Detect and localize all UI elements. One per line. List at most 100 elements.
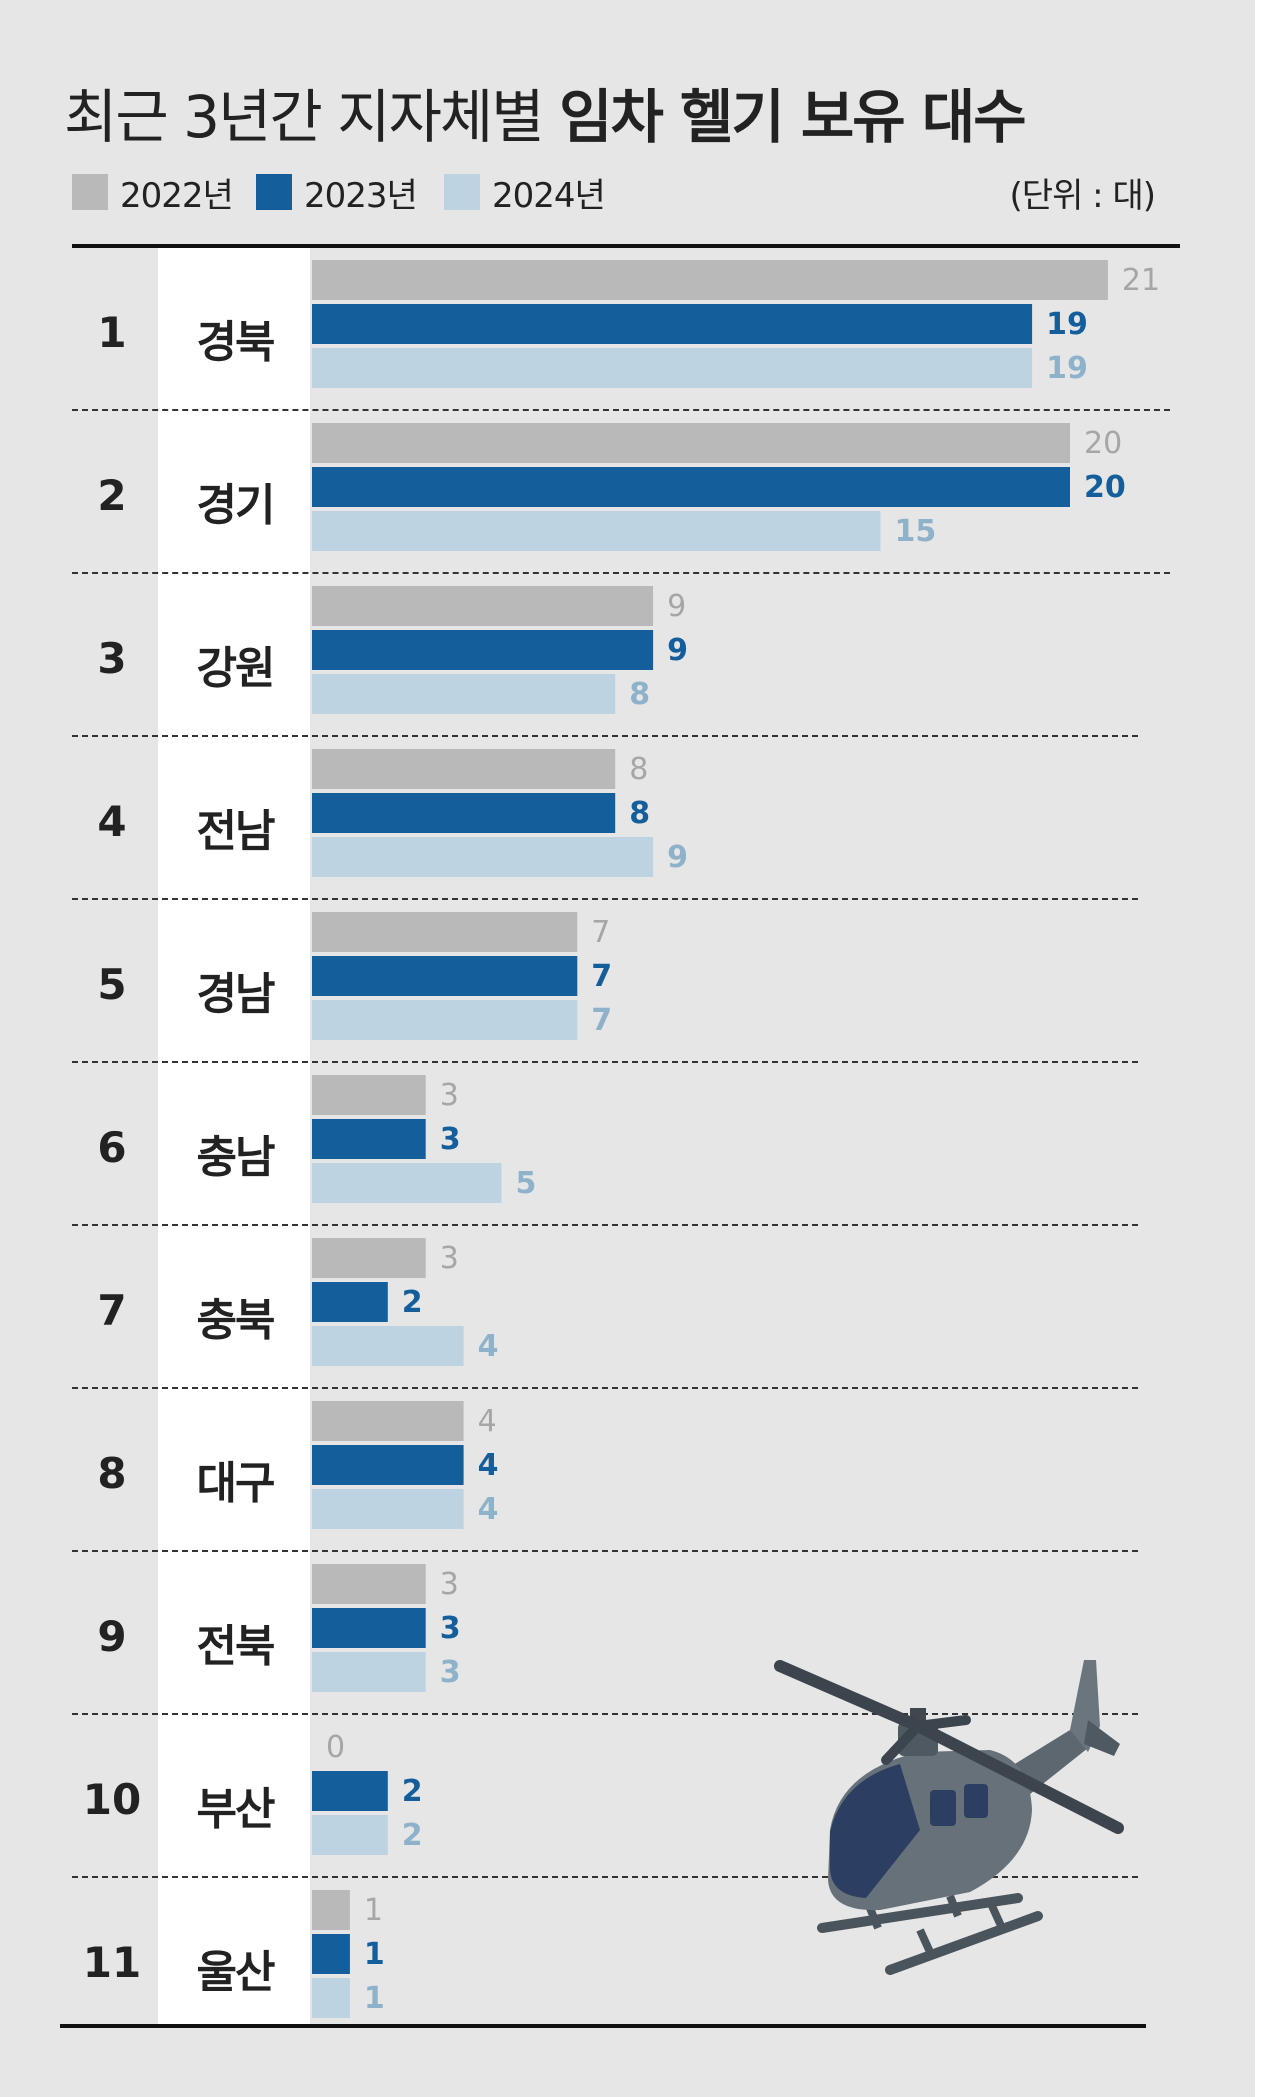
data-label-2024: 7 (591, 1003, 612, 1038)
data-label-2023: 7 (591, 959, 612, 994)
data-label-2022: 3 (440, 1567, 459, 1602)
row-divider (72, 1061, 1138, 1063)
data-label-2023: 19 (1046, 307, 1088, 342)
bar-2023 (312, 630, 654, 670)
data-label-2024: 4 (478, 1329, 499, 1364)
rank-label: 4 (97, 797, 127, 846)
bar-2024 (312, 1326, 464, 1366)
data-label-2022: 21 (1122, 263, 1160, 298)
bar-2022 (312, 1238, 426, 1278)
row-divider (72, 1224, 1138, 1226)
data-label-2023: 2 (402, 1285, 423, 1320)
data-label-2022: 9 (667, 589, 686, 624)
data-label-2022: 0 (326, 1730, 345, 1765)
data-label-2024: 15 (895, 514, 937, 549)
chart-title: 최근 3년간 지자체별 임차 헬기 보유 대수 (64, 70, 1027, 154)
legend-label-2024: 2024년 (492, 175, 606, 216)
data-label-2023: 9 (667, 633, 688, 668)
data-label-2024: 3 (440, 1655, 461, 1690)
bar-2024 (312, 1000, 578, 1040)
row-divider (72, 409, 1170, 411)
bar-2023 (312, 793, 616, 833)
rank-label: 1 (97, 308, 127, 357)
bar-2022 (312, 1401, 464, 1441)
bar-2022 (312, 1890, 350, 1930)
bar-2022 (312, 260, 1108, 300)
row-divider (72, 1550, 1138, 1552)
legend-swatch-2023 (256, 174, 292, 210)
rank-label: 11 (82, 1938, 142, 1987)
data-label-2023: 2 (402, 1774, 423, 1809)
bar-2023 (312, 467, 1070, 507)
rank-label: 6 (97, 1123, 127, 1172)
bar-2023 (312, 956, 578, 996)
region-label: 전북 (196, 1621, 276, 1672)
data-label-2023: 20 (1084, 470, 1126, 505)
legend-item-2022: 2022년 (72, 172, 234, 216)
data-label-2023: 4 (478, 1448, 499, 1483)
region-label: 충북 (196, 1295, 276, 1346)
region-label: 경남 (196, 969, 276, 1020)
row-divider (72, 572, 1170, 574)
data-label-2024: 1 (364, 1981, 385, 2016)
rank-label: 10 (82, 1775, 142, 1824)
helicopter-icon (774, 1660, 1124, 1975)
data-label-2022: 20 (1084, 426, 1122, 461)
bar-2024 (312, 348, 1033, 388)
rank-label: 8 (97, 1449, 127, 1498)
row-divider (72, 735, 1138, 737)
legend-swatch-2022 (72, 174, 108, 210)
rank-label: 2 (97, 471, 127, 520)
bar-2022 (312, 1564, 426, 1604)
data-label-2024: 9 (667, 840, 688, 875)
bar-2023 (312, 1608, 426, 1648)
bar-2024 (312, 1489, 464, 1529)
data-label-2022: 4 (478, 1404, 497, 1439)
bar-2022 (312, 586, 654, 626)
data-label-2022: 7 (591, 915, 610, 950)
region-label: 대구 (196, 1458, 276, 1509)
legend-label-2022: 2022년 (120, 175, 234, 216)
rank-label: 7 (97, 1286, 127, 1335)
bottom-rule (60, 2024, 1146, 2028)
row-divider (72, 1387, 1138, 1389)
legend-item-2023: 2023년 (256, 172, 418, 216)
region-label-column (158, 248, 310, 2028)
data-label-2023: 8 (629, 796, 650, 831)
rank-label: 5 (97, 960, 127, 1009)
bar-2023 (312, 1282, 388, 1322)
title-bold: 임차 헬기 보유 대수 (559, 83, 1026, 151)
bar-2022 (312, 912, 578, 952)
row-divider (72, 898, 1138, 900)
region-label: 경북 (196, 317, 276, 368)
bar-2024 (312, 674, 616, 714)
data-label-2024: 2 (402, 1818, 423, 1853)
data-label-2024: 4 (478, 1492, 499, 1527)
row-divider (72, 1876, 1138, 1878)
bar-2024 (312, 1815, 388, 1855)
rank-label: 9 (97, 1612, 127, 1661)
bar-2024 (312, 511, 881, 551)
bar-2023 (312, 1771, 388, 1811)
legend-swatch-2024 (444, 174, 480, 210)
bar-2023 (312, 1934, 350, 1974)
region-label: 충남 (196, 1132, 276, 1183)
data-label-2024: 8 (629, 677, 650, 712)
region-label: 경기 (196, 480, 276, 531)
data-label-2023: 3 (440, 1122, 461, 1157)
top-rule (72, 244, 1180, 248)
bar-2023 (312, 304, 1033, 344)
data-label-2022: 8 (629, 752, 648, 787)
bar-2022 (312, 1075, 426, 1115)
region-label: 전남 (196, 806, 276, 857)
bar-2022 (312, 749, 616, 789)
bar-2024 (312, 1163, 502, 1203)
region-label: 울산 (196, 1947, 276, 1998)
rank-label: 3 (97, 634, 127, 683)
bar-2022 (312, 423, 1070, 463)
data-label-2023: 1 (364, 1937, 385, 1972)
region-label: 부산 (196, 1784, 276, 1835)
legend-item-2024: 2024년 (444, 172, 606, 216)
